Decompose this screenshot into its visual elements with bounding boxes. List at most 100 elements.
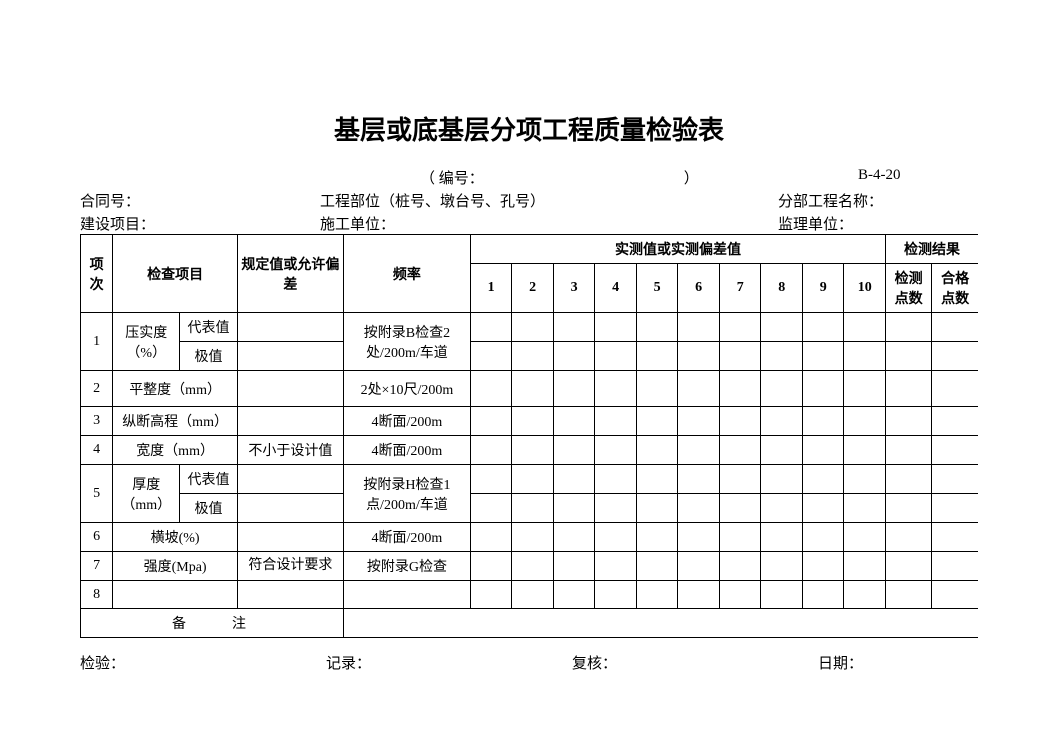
cell-chk bbox=[886, 581, 932, 609]
cell-val bbox=[512, 465, 554, 494]
cell-val bbox=[719, 436, 761, 465]
cell-seq: 4 bbox=[81, 436, 113, 465]
cell-val bbox=[636, 407, 678, 436]
th-c7: 7 bbox=[719, 264, 761, 313]
cell-val bbox=[553, 313, 595, 342]
cell-pass bbox=[932, 407, 978, 436]
th-c2: 2 bbox=[512, 264, 554, 313]
remark-cell bbox=[343, 609, 978, 638]
cell-freq: 按附录H检查1点/200m/车道 bbox=[343, 465, 470, 523]
cell-item: 横坡(%) bbox=[113, 523, 238, 552]
cell-seq: 6 bbox=[81, 523, 113, 552]
cell-item: 强度(Mpa) bbox=[113, 552, 238, 581]
cell-seq: 8 bbox=[81, 581, 113, 609]
cell-val bbox=[595, 523, 637, 552]
th-freq: 频率 bbox=[343, 235, 470, 313]
footer-review: 复核： bbox=[572, 652, 818, 673]
table-row-remark: 备 注 bbox=[81, 609, 979, 638]
table-row: 1 压实度（%） 代表值 按附录B检查2处/200m/车道 bbox=[81, 313, 979, 342]
cell-spec bbox=[237, 371, 343, 407]
page-title: 基层或底基层分项工程质量检验表 bbox=[80, 110, 978, 147]
form-no-close: ） bbox=[684, 167, 699, 188]
cell-val bbox=[844, 465, 886, 494]
cell-val bbox=[636, 494, 678, 523]
cell-spec bbox=[237, 313, 343, 342]
th-spec: 规定值或允许偏差 bbox=[237, 235, 343, 313]
cell-val bbox=[553, 552, 595, 581]
form-no-label: （ 编号： bbox=[420, 167, 484, 188]
th-measured: 实测值或实测偏差值 bbox=[470, 235, 885, 264]
cell-seq: 5 bbox=[81, 465, 113, 523]
cell-val bbox=[470, 581, 512, 609]
cell-val bbox=[512, 494, 554, 523]
cell-val bbox=[470, 371, 512, 407]
th-c6: 6 bbox=[678, 264, 720, 313]
cell-val bbox=[636, 342, 678, 371]
cell-val bbox=[719, 371, 761, 407]
cell-pass bbox=[932, 436, 978, 465]
cell-val bbox=[802, 494, 844, 523]
cell-val bbox=[512, 552, 554, 581]
cell-seq: 7 bbox=[81, 552, 113, 581]
cell-val bbox=[595, 313, 637, 342]
cell-val bbox=[553, 371, 595, 407]
cell-sub: 代表值 bbox=[180, 313, 238, 342]
cell-val bbox=[802, 371, 844, 407]
cell-val bbox=[636, 523, 678, 552]
cell-val bbox=[553, 494, 595, 523]
cell-val bbox=[595, 407, 637, 436]
cell-val bbox=[636, 465, 678, 494]
cell-pass bbox=[932, 465, 978, 494]
form-code: B-4-20 bbox=[858, 167, 978, 188]
cell-item bbox=[113, 581, 238, 609]
cell-val bbox=[802, 342, 844, 371]
cell-val bbox=[719, 552, 761, 581]
cell-spec: 符合设计要求 bbox=[237, 552, 343, 581]
build-project-label: 建设项目： bbox=[80, 213, 320, 234]
cell-val bbox=[470, 313, 512, 342]
cell-val bbox=[719, 313, 761, 342]
cell-val bbox=[761, 581, 803, 609]
cell-val bbox=[678, 313, 720, 342]
cell-val bbox=[802, 313, 844, 342]
cell-pass bbox=[932, 313, 978, 342]
cell-seq: 2 bbox=[81, 371, 113, 407]
cell-spec bbox=[237, 342, 343, 371]
cell-val bbox=[844, 342, 886, 371]
cell-sub: 代表值 bbox=[180, 465, 238, 494]
cell-pass bbox=[932, 552, 978, 581]
cell-freq: 按附录G检查 bbox=[343, 552, 470, 581]
cell-val bbox=[512, 523, 554, 552]
cell-val bbox=[512, 342, 554, 371]
cell-chk bbox=[886, 371, 932, 407]
table-row: 8 bbox=[81, 581, 979, 609]
project-part-label: 工程部位（桩号、墩台号、孔号） bbox=[320, 190, 680, 211]
cell-val bbox=[802, 581, 844, 609]
cell-val bbox=[844, 494, 886, 523]
cell-chk bbox=[886, 552, 932, 581]
th-result: 检测结果 bbox=[886, 235, 978, 264]
cell-val bbox=[512, 407, 554, 436]
cell-val bbox=[553, 581, 595, 609]
cell-val bbox=[636, 436, 678, 465]
cell-val bbox=[678, 342, 720, 371]
cell-val bbox=[761, 371, 803, 407]
cell-val bbox=[844, 407, 886, 436]
cell-val bbox=[761, 313, 803, 342]
table-row: 6 横坡(%) 4断面/200m bbox=[81, 523, 979, 552]
th-c8: 8 bbox=[761, 264, 803, 313]
cell-val bbox=[595, 552, 637, 581]
cell-spec bbox=[237, 581, 343, 609]
th-passpts: 合格点数 bbox=[932, 264, 978, 313]
cell-val bbox=[636, 581, 678, 609]
cell-item: 压实度（%） bbox=[113, 313, 180, 371]
cell-seq: 3 bbox=[81, 407, 113, 436]
cell-pass bbox=[932, 581, 978, 609]
cell-val bbox=[553, 436, 595, 465]
cell-val bbox=[553, 523, 595, 552]
table-row: 5 厚度（mm） 代表值 按附录H检查1点/200m/车道 bbox=[81, 465, 979, 494]
table-row: 4 宽度（mm） 不小于设计值 4断面/200m bbox=[81, 436, 979, 465]
cell-item: 平整度（mm） bbox=[113, 371, 238, 407]
cell-val bbox=[595, 342, 637, 371]
cell-val bbox=[470, 523, 512, 552]
